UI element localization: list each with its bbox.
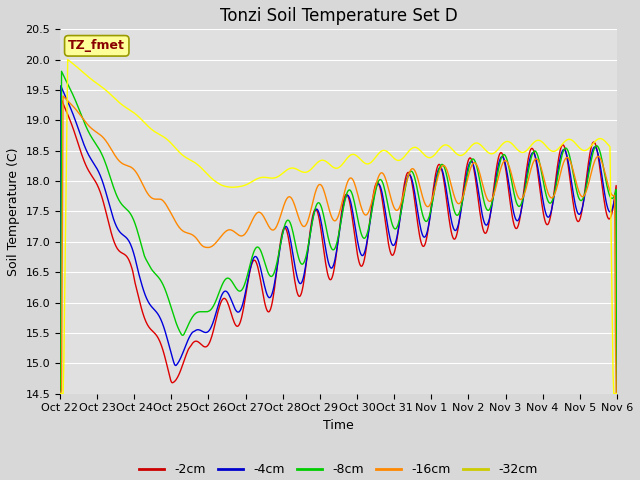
Title: Tonzi Soil Temperature Set D: Tonzi Soil Temperature Set D	[220, 7, 458, 25]
Text: TZ_fmet: TZ_fmet	[68, 39, 125, 52]
X-axis label: Time: Time	[323, 419, 354, 432]
Y-axis label: Soil Temperature (C): Soil Temperature (C)	[7, 147, 20, 276]
Legend: -2cm, -4cm, -8cm, -16cm, -32cm: -2cm, -4cm, -8cm, -16cm, -32cm	[134, 458, 543, 480]
